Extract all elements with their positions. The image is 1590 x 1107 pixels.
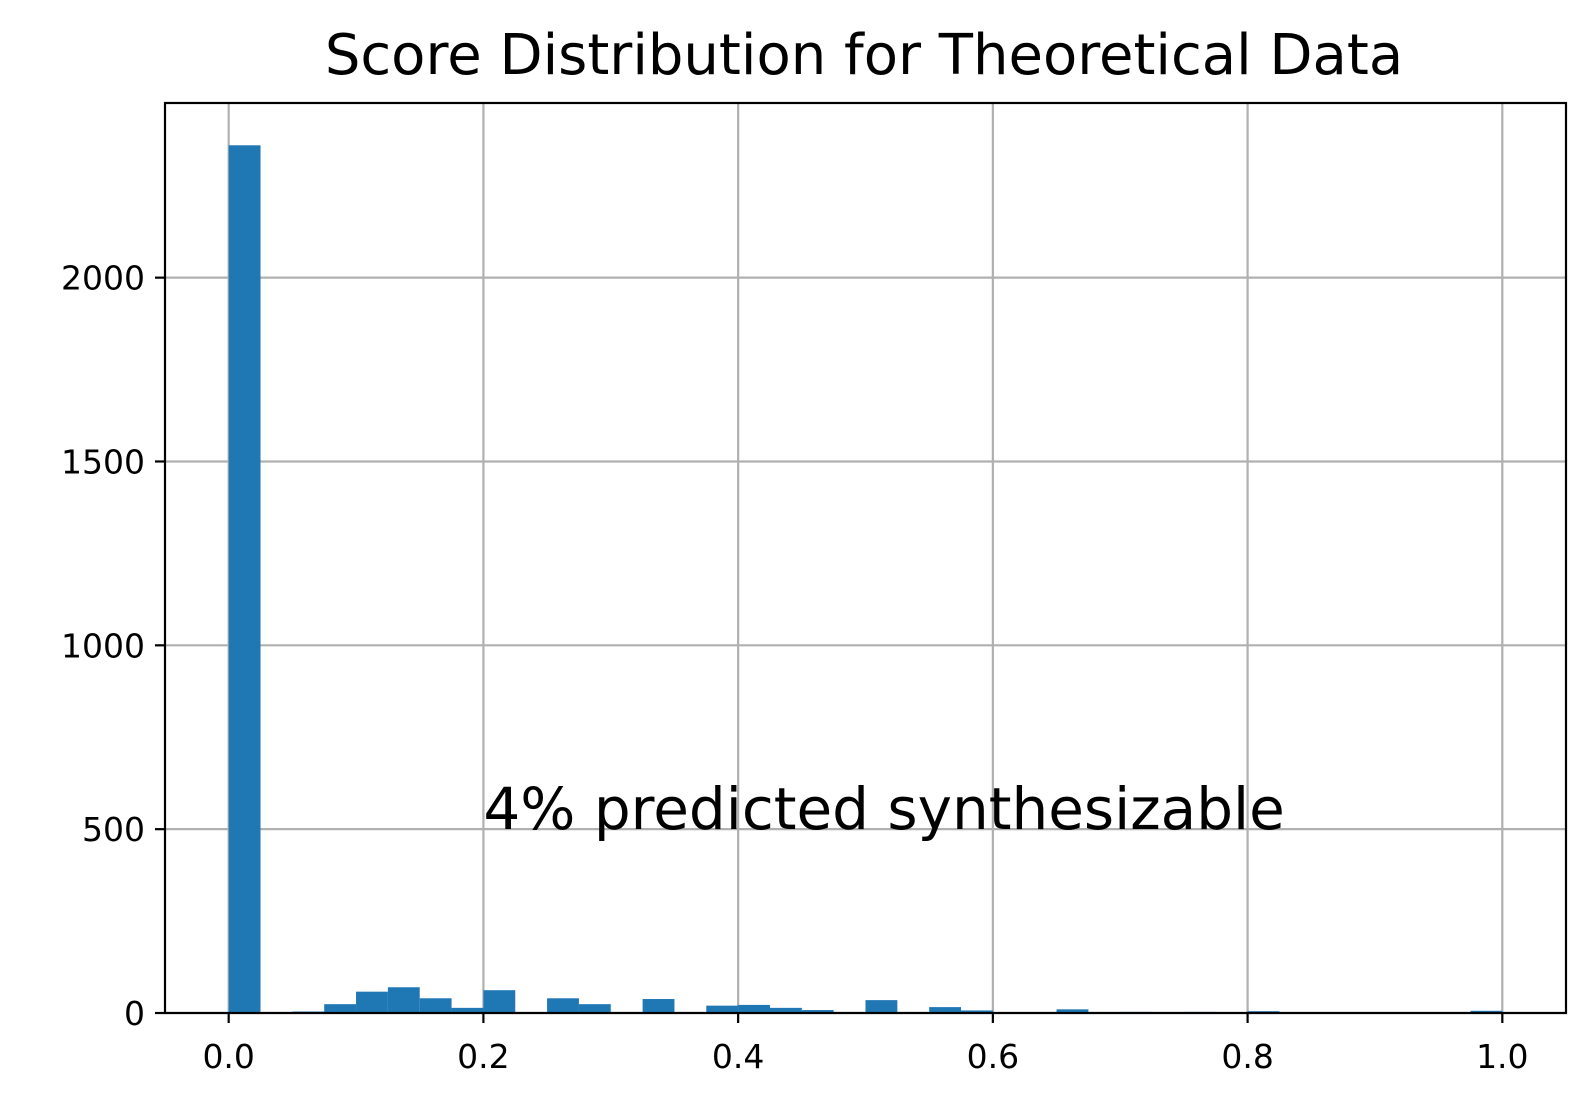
annotation-text: 4% predicted synthesizable [483,775,1284,843]
y-tick-label: 2000 [61,259,145,298]
histogram-bar [356,991,388,1013]
y-tick-label: 0 [124,994,145,1033]
histogram-bar [483,990,516,1013]
histogram-bar [578,1004,611,1013]
histogram-bar [706,1005,739,1013]
histogram-bar [451,1007,484,1013]
histogram-bar [419,998,452,1013]
histogram-bar [929,1007,962,1013]
histogram-bar [738,1004,770,1013]
plot-frame [163,101,1568,1015]
histogram-bar [801,1010,834,1013]
histogram-bar [1470,1010,1503,1013]
x-axis: 0.0 0.2 0.4 0.6 0.8 1.0 [202,1013,1529,1076]
chart-title: Score Distribution for Theoretical Data [325,23,1403,88]
histogram-bar [1056,1009,1089,1013]
x-tick-label: 0.4 [712,1037,764,1076]
histogram-bar [961,1010,993,1013]
x-tick-label: 1.0 [1476,1037,1528,1076]
x-tick-label: 0.6 [967,1037,1019,1076]
histogram-bar [865,1000,898,1013]
y-axis: 0 500 1000 1500 2000 [61,259,165,1033]
histogram-bar [769,1007,802,1013]
x-tick-label: 0.0 [202,1037,254,1076]
histogram-bar [387,987,420,1013]
y-tick-label: 500 [82,810,145,849]
histogram-bar [228,145,261,1013]
histogram-bar [642,999,675,1013]
x-tick-label: 0.2 [457,1037,509,1076]
y-tick-label: 1000 [61,626,145,665]
histogram-bars [228,145,1503,1013]
histogram-bar [324,1004,357,1013]
y-tick-label: 1500 [61,442,145,481]
histogram-bar [547,998,579,1013]
x-tick-label: 0.8 [1221,1037,1273,1076]
grid-lines [165,103,1566,1015]
